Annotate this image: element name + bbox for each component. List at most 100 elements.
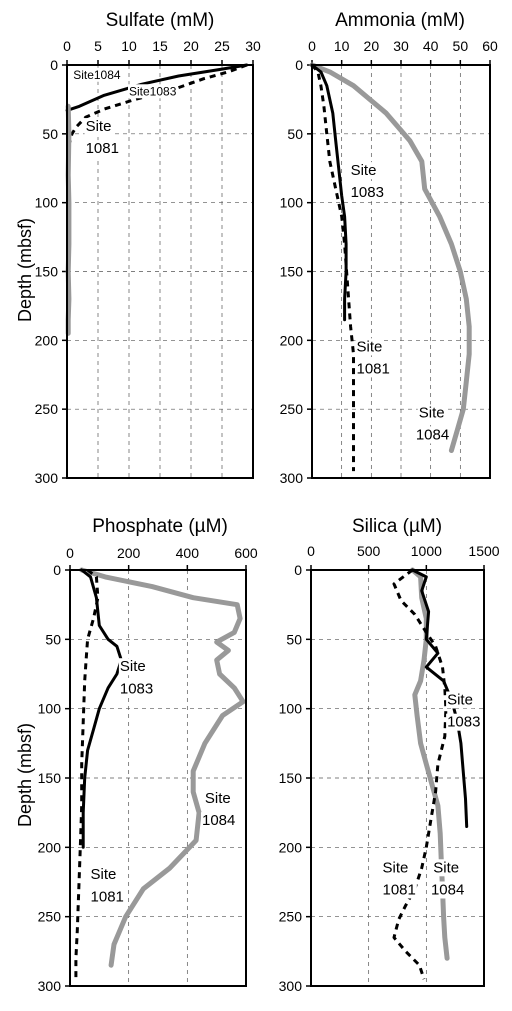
ammonia-y-tick-label: 50 xyxy=(287,126,303,142)
silica-x-tick-label: 0 xyxy=(307,543,315,559)
phosphate-y-tick-label: 100 xyxy=(38,701,62,717)
sulfate-plot-frame xyxy=(66,64,254,479)
phosphate-y-tick-label: 250 xyxy=(38,909,62,925)
phosphate-series-site-1084 xyxy=(79,567,246,968)
phosphate-panel: Phosphate (µM) 0 200 400 600 0 50 100 150 200 250 3… xyxy=(38,516,258,994)
ammonia-series-site-1084 xyxy=(309,62,472,453)
silica-x-tick-label: 1500 xyxy=(468,543,499,559)
ammonia-annotation-bg xyxy=(355,360,391,378)
silica-annotation: 1081 xyxy=(383,881,416,898)
ammonia-x-tick-label: 40 xyxy=(423,38,439,54)
phosphate-annotation-bg xyxy=(203,789,232,807)
phosphate-x-tick-label: 400 xyxy=(176,545,200,561)
phosphate-y-tick-label: 200 xyxy=(38,839,62,855)
ammonia-annotation: 1083 xyxy=(351,184,384,201)
phosphate-x-tick-label: 600 xyxy=(234,545,258,561)
ammonia-y-tick-label: 150 xyxy=(280,264,304,280)
y-axis-label-bottom: Depth (mbsf) xyxy=(15,723,35,827)
phosphate-x-tick-label: 200 xyxy=(117,545,141,561)
silica-plot-frame xyxy=(310,569,485,987)
silica-annotation-bg xyxy=(446,691,474,709)
phosphate-annotation: Site xyxy=(120,658,146,675)
ammonia-plot-frame xyxy=(311,64,491,479)
silica-title: Silica (µM) xyxy=(352,516,442,537)
ammonia-series-site-1081 xyxy=(310,64,355,472)
phosphate-title: Phosphate (µM) xyxy=(92,516,228,537)
phosphate-annotation-bg xyxy=(118,680,155,698)
ammonia-annotation: Site xyxy=(357,338,383,355)
phosphate-annotation-bg xyxy=(89,888,125,906)
phosphate-y-tick-label: 300 xyxy=(38,978,62,994)
silica-y-tick-label: 200 xyxy=(279,839,303,855)
ammonia-x-tick-label: 10 xyxy=(334,38,350,54)
silica-annotation-bg xyxy=(446,713,482,731)
phosphate-annotation: 1084 xyxy=(202,812,235,829)
phosphate-series-site-1083 xyxy=(80,568,123,849)
sulfate-y-tick-label: 300 xyxy=(35,470,59,486)
sulfate-title: Sulfate (mM) xyxy=(106,10,215,31)
sulfate-x-tick-label: 5 xyxy=(94,38,102,54)
silica-y-tick-label: 0 xyxy=(294,562,302,578)
phosphate-annotation-bg xyxy=(118,658,147,676)
sulfate-x-tick-label: 30 xyxy=(245,38,261,54)
ammonia-x-tick-label: 20 xyxy=(364,38,380,54)
silica-annotation-bg xyxy=(381,881,417,899)
silica-annotation: 1084 xyxy=(431,881,464,898)
sulfate-x-tick-label: 0 xyxy=(63,38,71,54)
sulfate-y-tick-label: 150 xyxy=(35,264,59,280)
ammonia-annotation: Site xyxy=(419,404,445,421)
phosphate-y-tick-label: 0 xyxy=(53,562,61,578)
phosphate-x-tick-label: 0 xyxy=(66,545,74,561)
sulfate-panel: Sulfate (mM)0 5 10 15 20 25 300501001502002503… xyxy=(35,10,261,486)
phosphate-annotation: Site xyxy=(205,790,231,807)
ammonia-x-tick-label: 30 xyxy=(393,38,409,54)
silica-x-tick-label: 500 xyxy=(357,543,381,559)
ammonia-annotation-bg xyxy=(417,404,446,422)
ammonia-y-tick-label: 300 xyxy=(280,470,304,486)
phosphate-plot-frame xyxy=(69,569,247,987)
silica-y-tick-label: 250 xyxy=(279,909,303,925)
sulfate-x-tick-label: 10 xyxy=(121,38,137,54)
sulfate-annotation-bg xyxy=(84,118,113,136)
silica-annotation: Site xyxy=(433,859,459,876)
silica-y-tick-label: 300 xyxy=(279,978,303,994)
sulfate-annotation: 1081 xyxy=(86,140,119,157)
phosphate-annotation: Site xyxy=(91,866,117,883)
ammonia-y-tick-label: 100 xyxy=(280,195,304,211)
silica-annotation-bg xyxy=(429,881,466,899)
silica-annotation-bg xyxy=(381,859,410,877)
sulfate-annotation-bg xyxy=(128,84,178,99)
ammonia-y-tick-label: 0 xyxy=(295,57,303,73)
sulfate-annotation: Site1083 xyxy=(129,84,177,98)
silica-series-site-1084 xyxy=(410,567,450,961)
sulfate-y-tick-label: 0 xyxy=(50,57,58,73)
sulfate-x-tick-label: 25 xyxy=(214,38,230,54)
ammonia-x-tick-label: 0 xyxy=(308,38,316,54)
ammonia-annotation-bg xyxy=(414,426,451,444)
silica-series-site-1081 xyxy=(392,568,448,980)
ammonia-title: Ammonia (mM) xyxy=(335,10,465,31)
sulfate-y-tick-label: 100 xyxy=(35,195,59,211)
sulfate-annotation-bg xyxy=(72,67,122,82)
ammonia-annotation-bg xyxy=(349,184,385,202)
silica-panel: Silica (µM) 0 500 1000 1500 0 50 100 150 200 250 30… xyxy=(279,516,500,994)
sulfate-annotation: Site xyxy=(86,118,112,135)
phosphate-y-tick-label: 150 xyxy=(38,770,62,786)
ammonia-annotation-bg xyxy=(349,162,378,180)
phosphate-annotation-bg xyxy=(201,812,237,830)
ammonia-x-tick-label: 60 xyxy=(482,38,498,54)
silica-y-tick-label: 150 xyxy=(279,770,303,786)
sulfate-annotation-bg xyxy=(84,140,120,158)
y-axis-label-top: Depth (mbsf) xyxy=(15,218,35,322)
phosphate-annotation: 1083 xyxy=(120,680,153,697)
phosphate-series-site-1081 xyxy=(74,568,100,980)
silica-y-tick-label: 100 xyxy=(279,701,303,717)
ammonia-panel: Ammonia (mM) 0 10 20 30 40 50 60 0 50 100 150 200 250… xyxy=(280,10,498,486)
silica-annotation: Site xyxy=(447,692,473,709)
phosphate-annotation-bg xyxy=(89,866,118,884)
sulfate-series-site-1081 xyxy=(65,103,72,336)
ammonia-y-tick-label: 200 xyxy=(280,332,304,348)
sulfate-annotation: Site1084 xyxy=(73,68,121,82)
silica-annotation: 1083 xyxy=(447,714,480,731)
